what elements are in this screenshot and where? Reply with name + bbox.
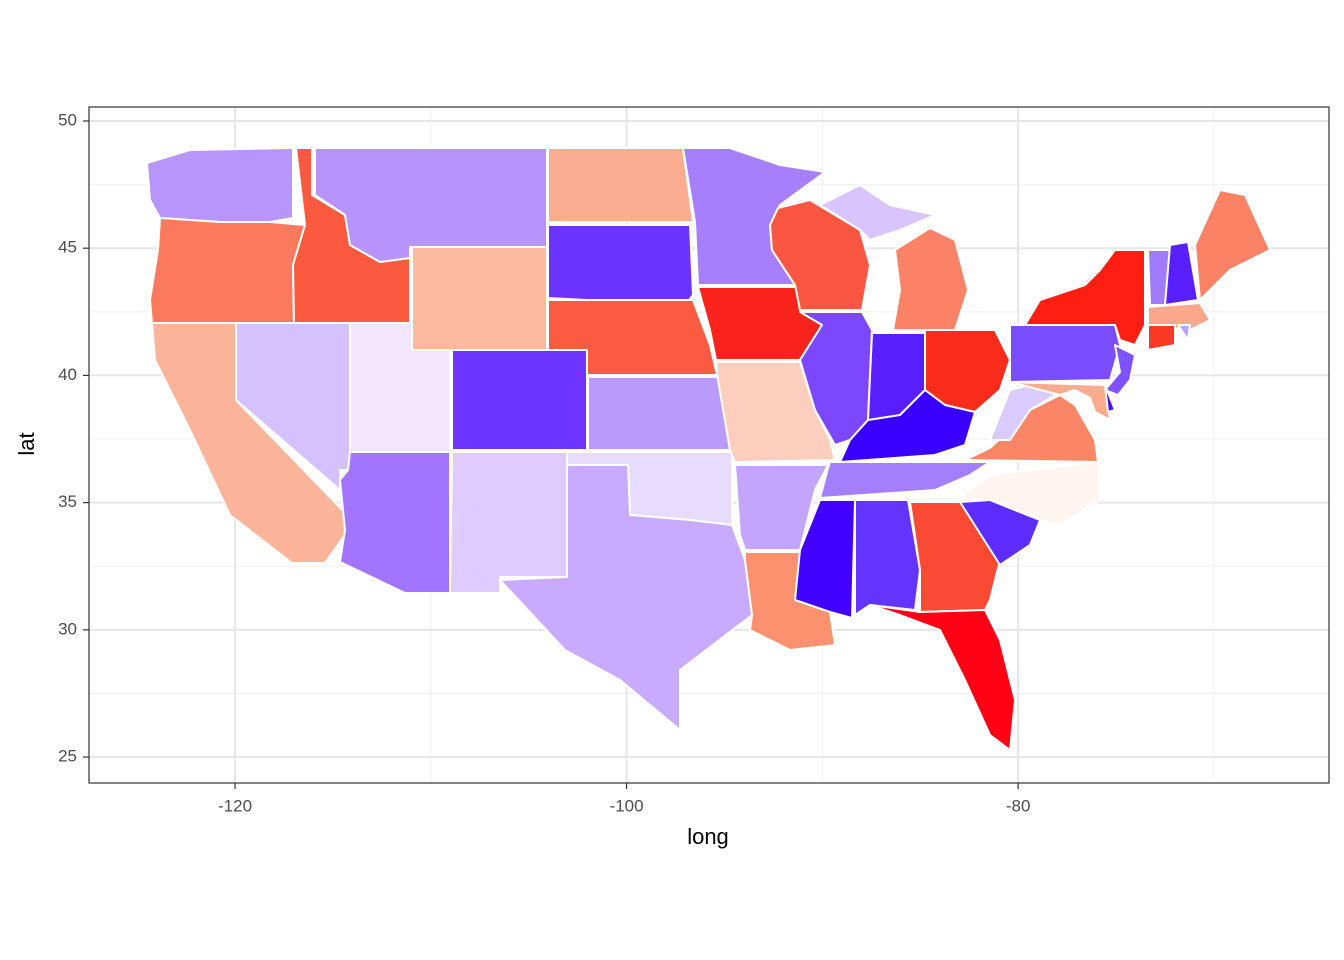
state [819, 461, 991, 499]
state [1024, 249, 1146, 346]
state [964, 394, 1099, 463]
axes: -120 -100 -80 25 30 35 40 45 50 [58, 110, 1030, 815]
state [339, 451, 451, 594]
state [314, 147, 548, 263]
state [1164, 241, 1199, 306]
state [1147, 324, 1176, 351]
state [587, 376, 731, 451]
x-axis-title: long [687, 824, 729, 849]
state [499, 464, 753, 731]
state [799, 311, 873, 446]
state [547, 224, 694, 306]
state [819, 184, 936, 241]
state [1194, 189, 1271, 301]
state [839, 389, 976, 463]
state [959, 461, 1101, 526]
state [1104, 384, 1116, 413]
panel-border [88, 106, 1330, 784]
state [1104, 344, 1136, 396]
y-tick-label: 25 [58, 747, 77, 766]
y-tick-label: 30 [58, 619, 77, 638]
state [547, 147, 694, 223]
state [146, 147, 294, 223]
y-tick-label: 45 [58, 238, 77, 257]
state [547, 299, 718, 376]
y-tick-label: 40 [58, 365, 77, 384]
state [149, 217, 306, 324]
state [869, 604, 1016, 751]
state [1009, 324, 1121, 383]
state [411, 246, 548, 351]
y-tick-label: 50 [58, 110, 77, 129]
state [451, 349, 588, 451]
state [449, 451, 568, 594]
x-tick-label: -120 [218, 796, 252, 815]
state [1177, 324, 1191, 341]
map [146, 147, 1271, 751]
x-tick-label: -100 [610, 796, 644, 815]
state [854, 499, 921, 616]
x-tick-label: -80 [1006, 796, 1031, 815]
y-axis-title: lat [14, 432, 39, 455]
state [1147, 302, 1211, 331]
y-tick-label: 35 [58, 492, 77, 511]
state [769, 199, 871, 311]
state [892, 227, 969, 331]
